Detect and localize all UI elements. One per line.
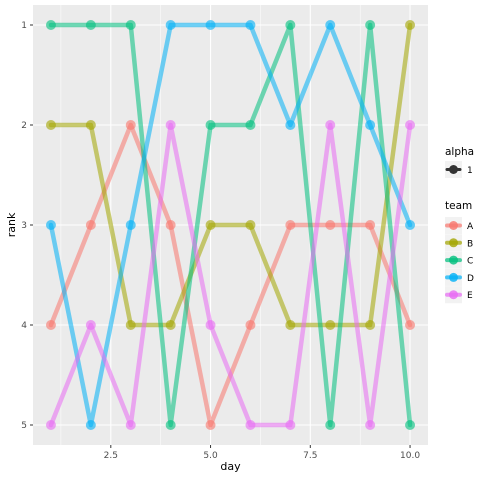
y-tick-label: 1: [21, 21, 27, 31]
series-line-B: [48, 22, 413, 328]
data-point-D: [285, 120, 296, 130]
data-point-E: [245, 420, 256, 430]
y-tick-label: 4: [21, 321, 27, 331]
y-tick-label: 2: [21, 121, 27, 131]
x-tick-label: 2.5: [104, 451, 118, 461]
data-point-B: [45, 120, 56, 130]
data-point-A: [45, 320, 56, 330]
data-point-B: [245, 220, 256, 230]
data-point-D: [365, 120, 376, 130]
data-point-E: [205, 320, 216, 330]
legend-alpha-title: alpha: [445, 146, 474, 158]
data-point-E: [325, 120, 336, 130]
data-point-C: [365, 20, 376, 30]
data-point-A: [245, 320, 256, 330]
x-tick-label: 7.5: [303, 451, 317, 461]
y-axis-title: rank: [5, 212, 18, 237]
y-tick-label: 5: [21, 421, 27, 431]
data-point-C: [45, 20, 56, 30]
data-point-B: [405, 20, 416, 30]
legend-key-point-D: [449, 272, 458, 282]
data-point-B: [285, 320, 296, 330]
series-points: [45, 20, 416, 430]
x-axis-title: day: [220, 460, 241, 473]
legend-alpha-label: 1: [467, 166, 473, 176]
data-point-A: [365, 220, 376, 230]
data-point-D: [45, 220, 56, 230]
data-point-E: [45, 420, 56, 430]
data-point-A: [85, 220, 96, 230]
legend-key-point-B: [449, 238, 458, 248]
y-axis: 1 2 3 4 5: [21, 21, 33, 431]
legend-label-C: C: [467, 257, 473, 267]
data-point-A: [285, 220, 296, 230]
x-tick-label: 10.0: [400, 451, 420, 461]
data-point-B: [125, 320, 136, 330]
legend-alpha-key: [445, 161, 462, 178]
data-point-C: [125, 20, 136, 30]
data-point-E: [85, 320, 96, 330]
data-point-B: [325, 320, 336, 330]
data-point-D: [85, 420, 96, 430]
data-point-C: [325, 420, 336, 430]
series-lines: [48, 22, 413, 428]
legend-label-E: E: [467, 291, 473, 301]
data-point-C: [165, 420, 176, 430]
legend-key-point-A: [449, 221, 458, 230]
data-point-D: [405, 220, 416, 230]
data-point-B: [365, 320, 376, 330]
legend-label-A: A: [467, 222, 474, 232]
data-point-E: [285, 420, 296, 430]
data-point-E: [365, 420, 376, 430]
legend-key-point-C: [449, 255, 458, 265]
legend-alpha-key-point: [449, 165, 458, 174]
series-line-D: [48, 22, 413, 428]
data-point-A: [405, 320, 416, 330]
legend-label-D: D: [467, 274, 474, 284]
data-point-C: [85, 20, 96, 30]
data-point-D: [325, 20, 336, 30]
legend-key-point-E: [449, 290, 458, 300]
data-point-C: [245, 120, 256, 130]
data-point-D: [125, 220, 136, 230]
legend-team-title: team: [445, 200, 472, 212]
data-point-C: [205, 120, 216, 130]
data-point-A: [205, 420, 216, 430]
y-tick-label: 3: [21, 221, 27, 231]
data-point-A: [165, 220, 176, 230]
data-point-D: [245, 20, 256, 30]
data-point-E: [125, 420, 136, 430]
data-point-C: [285, 20, 296, 30]
series-line-E: [48, 122, 413, 428]
series-line-C: [48, 22, 413, 428]
legend-label-B: B: [467, 239, 473, 249]
data-point-B: [165, 320, 176, 330]
data-point-E: [405, 120, 416, 130]
data-point-A: [325, 220, 336, 230]
data-point-E: [165, 120, 176, 130]
x-axis: 2.5 5.0 7.5 10.0: [104, 445, 420, 461]
data-point-B: [85, 120, 96, 130]
data-point-B: [205, 220, 216, 230]
data-point-C: [405, 420, 416, 430]
x-tick-label: 5.0: [203, 451, 218, 461]
data-point-D: [205, 20, 216, 30]
data-point-A: [125, 120, 136, 130]
data-point-D: [165, 20, 176, 30]
